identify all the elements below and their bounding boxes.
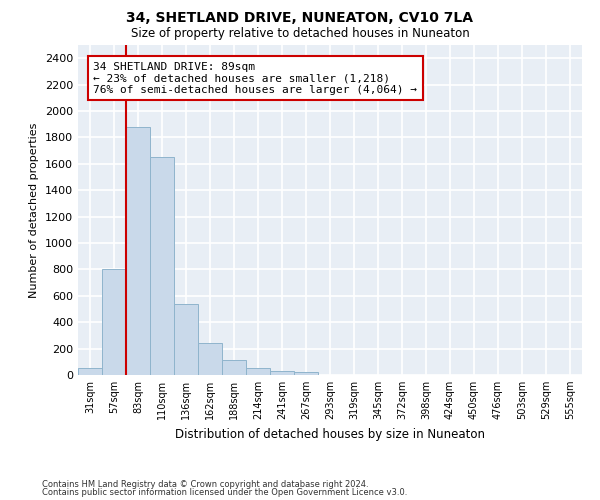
X-axis label: Distribution of detached houses by size in Nuneaton: Distribution of detached houses by size … <box>175 428 485 440</box>
Bar <box>270 371 294 375</box>
Text: Size of property relative to detached houses in Nuneaton: Size of property relative to detached ho… <box>131 28 469 40</box>
Bar <box>222 360 246 375</box>
Text: Contains HM Land Registry data © Crown copyright and database right 2024.: Contains HM Land Registry data © Crown c… <box>42 480 368 489</box>
Bar <box>126 127 150 375</box>
Bar <box>102 270 126 375</box>
Bar <box>150 157 174 375</box>
Y-axis label: Number of detached properties: Number of detached properties <box>29 122 40 298</box>
Bar <box>174 304 198 375</box>
Bar <box>78 368 102 375</box>
Bar <box>198 344 222 375</box>
Bar <box>294 372 318 375</box>
Text: 34 SHETLAND DRIVE: 89sqm
← 23% of detached houses are smaller (1,218)
76% of sem: 34 SHETLAND DRIVE: 89sqm ← 23% of detach… <box>93 62 417 94</box>
Text: 34, SHETLAND DRIVE, NUNEATON, CV10 7LA: 34, SHETLAND DRIVE, NUNEATON, CV10 7LA <box>127 11 473 25</box>
Bar <box>246 368 270 375</box>
Text: Contains public sector information licensed under the Open Government Licence v3: Contains public sector information licen… <box>42 488 407 497</box>
